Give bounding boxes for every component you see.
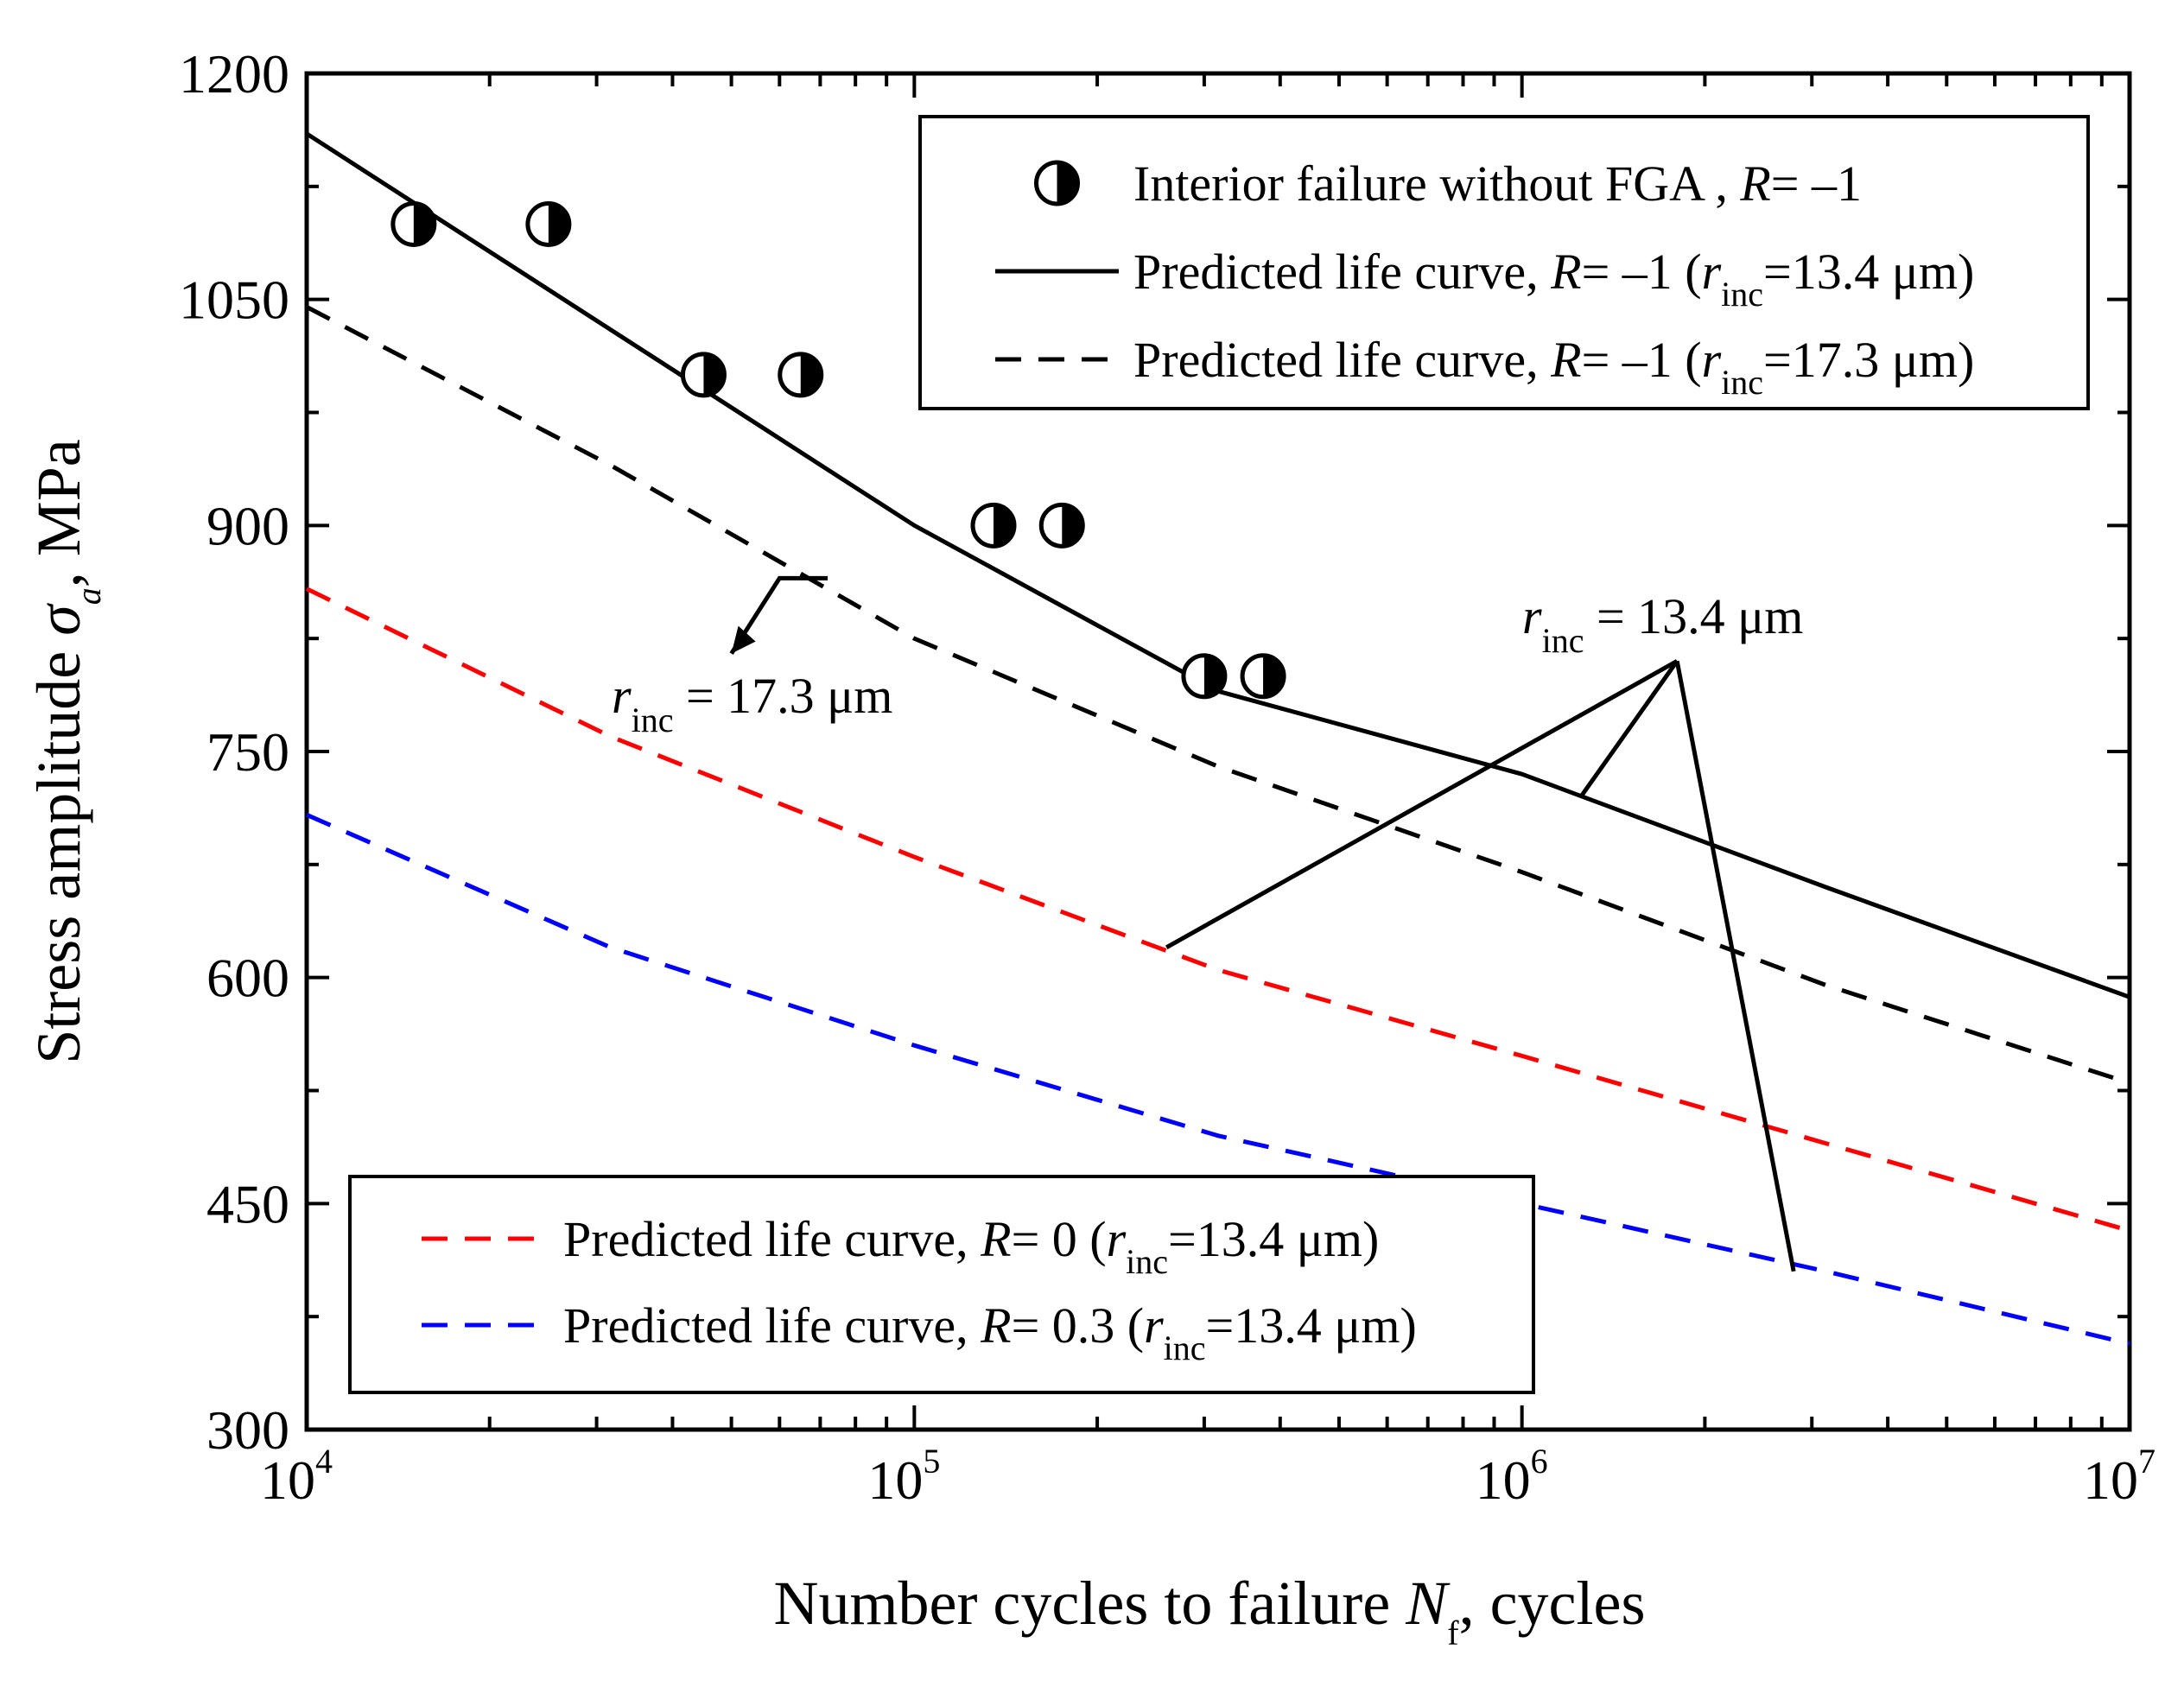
y-tick-label: 600 — [206, 948, 289, 1009]
y-tick-label: 450 — [206, 1173, 289, 1234]
curve-r0-13 — [305, 587, 2130, 1234]
axis-titles: Number cycles to failure Nf, cycles Stres… — [24, 439, 1645, 1652]
y-tick-label: 1050 — [179, 270, 289, 331]
leader-line-13-4 — [1165, 659, 1679, 949]
legend-top-box — [918, 115, 2090, 410]
data-point — [1181, 653, 1228, 700]
legend-bottom-box — [348, 1175, 1535, 1394]
data-point — [390, 200, 437, 247]
data-point — [1240, 653, 1286, 700]
legend-bottom: Predicted life curve, R= 0 (rinc=13.4 μm… — [348, 1175, 1535, 1394]
data-point — [525, 200, 572, 247]
legend-label: Predicted life curve, R= 0 (rinc=13.4 μm… — [563, 1211, 1379, 1281]
data-point — [680, 352, 727, 398]
x-tick-label: 105 — [867, 1442, 940, 1511]
x-axis-title: Number cycles to failure Nf, cycles — [774, 1569, 1646, 1652]
arrow-17-3 — [729, 575, 828, 655]
leader-line-13-4 — [1674, 660, 1796, 1272]
data-point — [1038, 502, 1085, 549]
y-tick-label: 300 — [206, 1399, 289, 1461]
y-axis-title: Stress amplitude σa, MPa — [24, 439, 108, 1064]
annotation-rinc-17-3: rinc = 17.3 μm — [612, 668, 892, 739]
x-tick-label: 104 — [260, 1442, 333, 1511]
axis-ticks: 300 450 600 750 900 1050 1200 104 105 106 107 — [179, 43, 2155, 1511]
data-point — [970, 502, 1017, 549]
legend-marker-point-fill — [1057, 162, 1078, 205]
curve-r03-13 — [305, 813, 2130, 1347]
y-tick-label: 750 — [206, 721, 289, 783]
legend-label: Predicted life curve, R= 0.3 (rinc=13.4 … — [563, 1297, 1417, 1367]
data-points — [390, 200, 1286, 700]
legend-label: Predicted life curve, R= –1 (rinc=13.4 μ… — [1133, 244, 1974, 314]
data-point — [778, 352, 824, 398]
annotation-rinc-13-4: rinc = 13.4 μm — [1522, 588, 1803, 660]
arrowhead-17-3 — [731, 625, 756, 654]
leader-line-13-4 — [1578, 659, 1679, 798]
curve-r-1-17 — [305, 305, 2130, 1086]
x-tick-label: 106 — [1476, 1442, 1548, 1511]
legend-label: Interior failure without FGA , R= –1 — [1133, 155, 1862, 212]
legend-label: Predicted life curve, R= –1 (rinc=17.3 μ… — [1133, 332, 1974, 402]
y-tick-label: 900 — [206, 495, 289, 556]
annotations: rinc = 13.4 μm rinc = 17.3 μm — [612, 575, 1803, 1272]
legend-top: Interior failure without FGA , R= –1 Pred… — [918, 115, 2090, 410]
x-tick-label: 107 — [2083, 1442, 2155, 1511]
legends: Interior failure without FGA , R= –1 Pred… — [348, 115, 2090, 1394]
y-tick-label: 1200 — [179, 43, 289, 105]
